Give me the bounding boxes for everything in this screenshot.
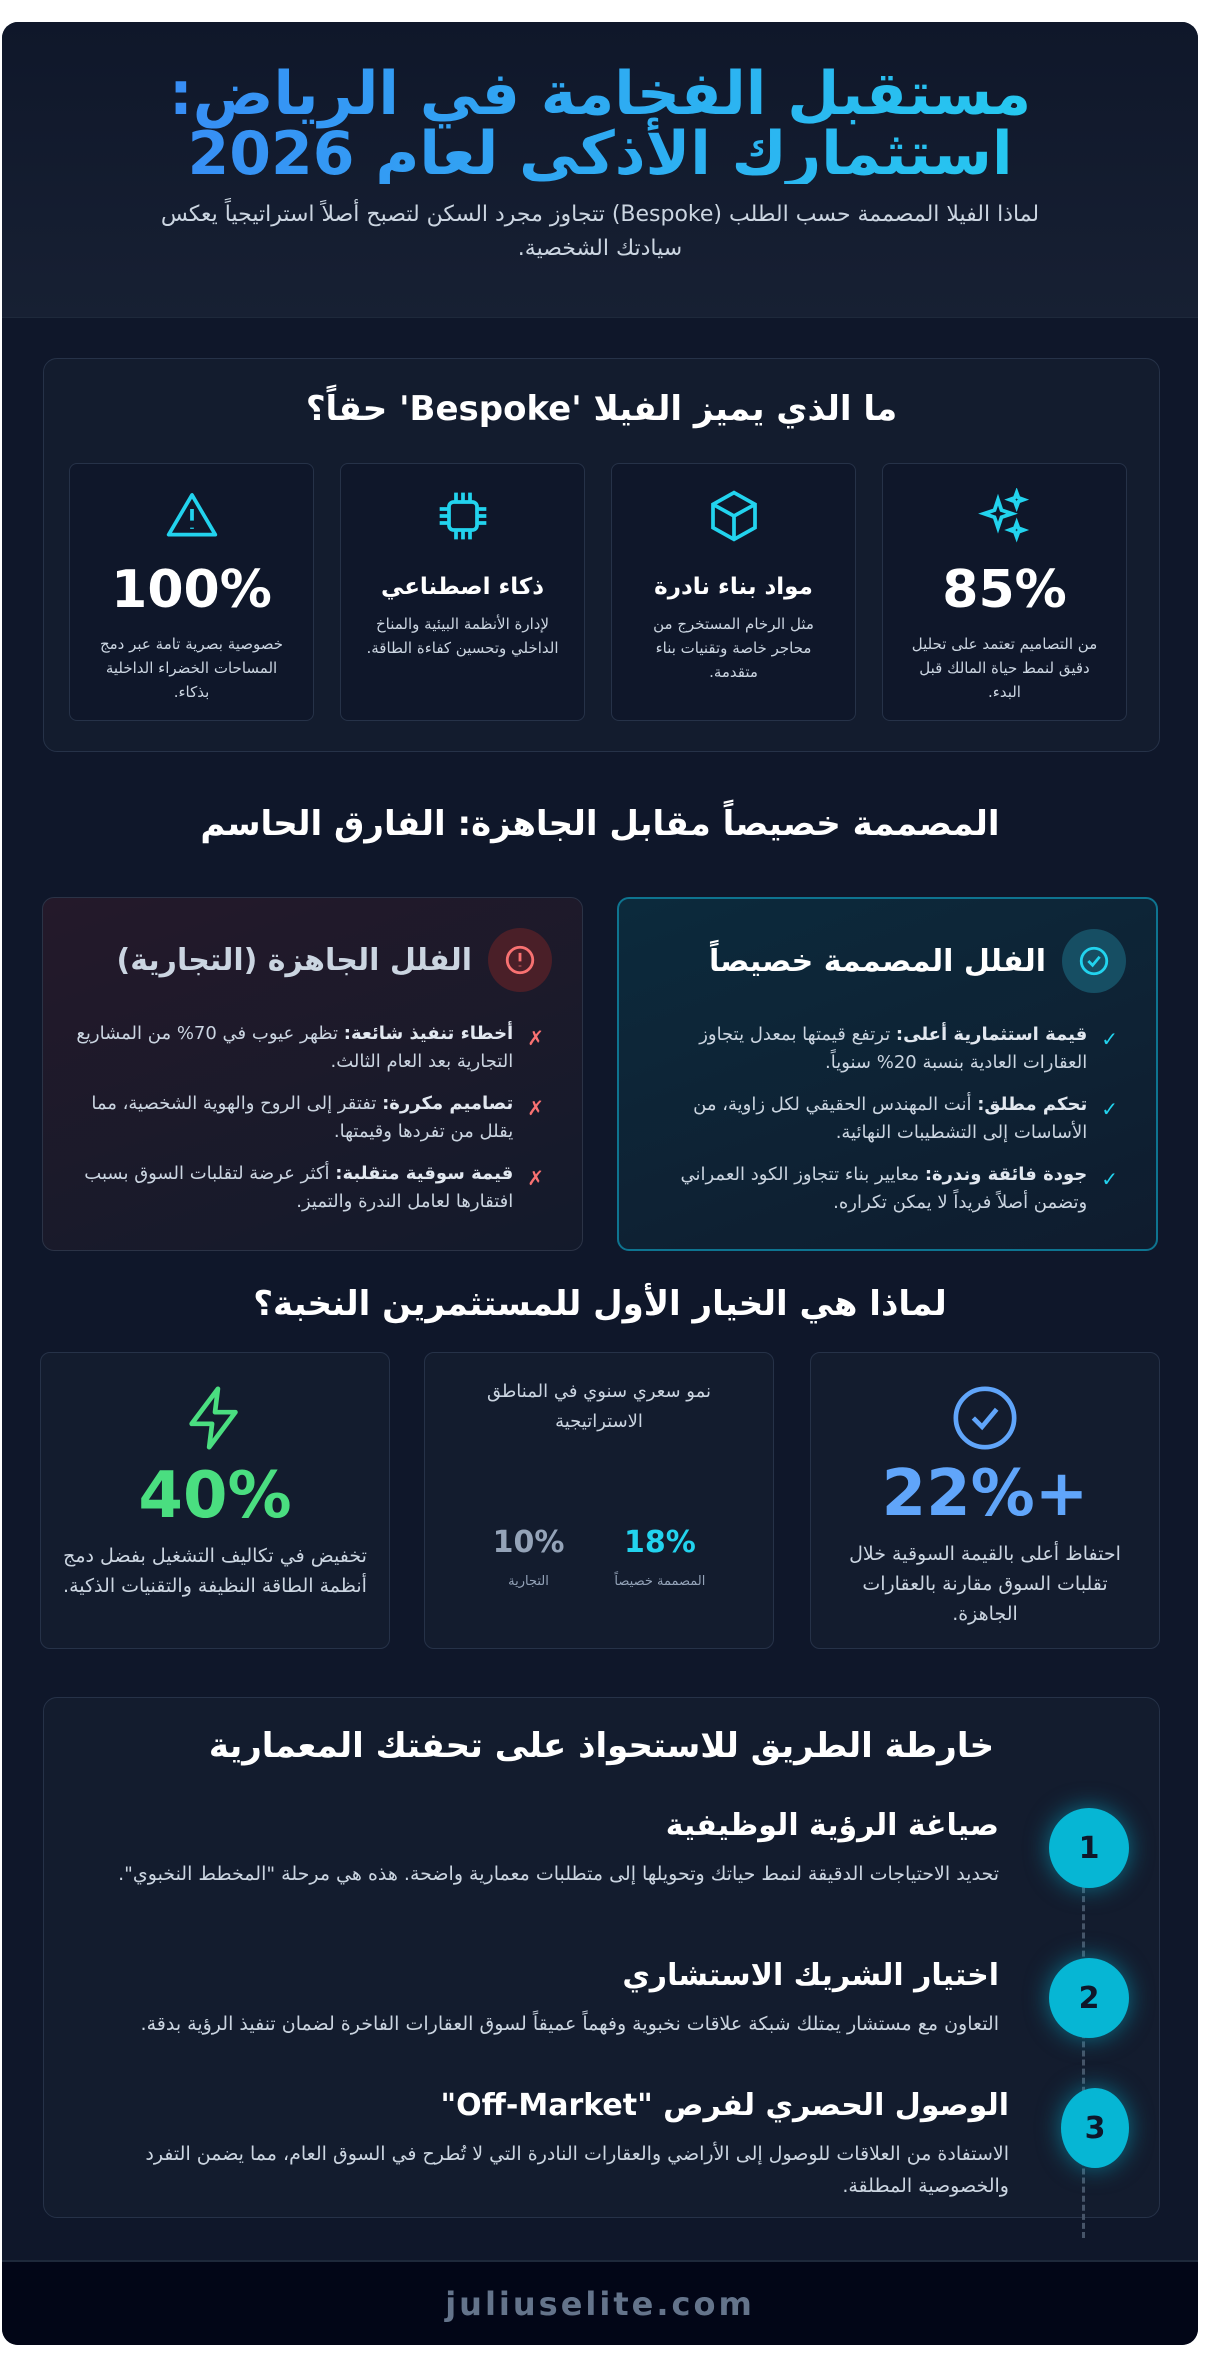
- alert-circle-icon: [488, 928, 552, 992]
- stat-value: 22%+: [881, 1457, 1089, 1531]
- infographic: مستقبل الفخامة في الرياض: استثمارك الأذكى…: [2, 22, 1198, 2345]
- stat-card: 40% تخفيض في تكاليف التشغيل بفضل دمج أنظ…: [40, 1352, 390, 1649]
- comparison-title: المصممة خصيصاً مقابل الجاهزة: الفارق الح…: [200, 804, 1000, 844]
- step-number: 3: [1061, 2088, 1129, 2168]
- hero-header: مستقبل الفخامة في الرياض: استثمارك الأذكى…: [2, 22, 1198, 318]
- roadmap-title: خارطة الطريق للاستحواذ على تحفتك المعمار…: [208, 1726, 995, 1766]
- list-item: ✓ تحكم مطلق: أنت المهندس الحقيقي لكل زاوي…: [649, 1091, 1126, 1147]
- sparkles-icon: [977, 487, 1029, 543]
- chip-icon: [439, 492, 486, 540]
- bespoke-card: الفلل المصممة خصيصاً ✓ قيمة استثمارية أعل…: [617, 897, 1158, 1251]
- ready-title: الفلل الجاهزة (التجارية): [116, 942, 473, 978]
- feature-card: 100% خصوصية بصرية تامة عبر دمج المساحات …: [69, 463, 314, 721]
- growth-title: نمو سعري سنوي في المناطق الاستراتيجية: [486, 1381, 712, 1432]
- x-icon: ✗: [527, 1026, 544, 1050]
- features-section: ما الذي يميز الفيلا 'Bespoke' حقاً؟ 85% …: [43, 358, 1160, 752]
- x-icon: ✗: [527, 1166, 544, 1190]
- feature-desc: مثل الرخام المستخرج من محاجر خاصة وتقنيا…: [653, 615, 814, 681]
- feature-value: 100%: [111, 560, 272, 620]
- feature-value: 85%: [942, 560, 1067, 620]
- cube-icon: [710, 490, 757, 542]
- page-title: مستقبل الفخامة في الرياض: استثمارك الأذكى…: [2, 64, 1198, 184]
- timeline-line: [1082, 1878, 1085, 2238]
- feature-desc: لإدارة الأنظمة البيئية والمناخ الداخلي و…: [366, 615, 559, 657]
- stat-desc: احتفاظ أعلى بالقيمة السوقية خلال تقلبات …: [849, 1543, 1121, 1625]
- feature-heading: مواد بناء نادرة: [654, 574, 813, 600]
- x-icon: ✗: [527, 1096, 544, 1120]
- check-icon: ✓: [1101, 1167, 1118, 1191]
- stat-card: 22%+ احتفاظ أعلى بالقيمة السوقية خلال تق…: [810, 1352, 1160, 1649]
- growth-card: نمو سعري سنوي في المناطق الاستراتيجية 18…: [424, 1352, 774, 1649]
- step-number: 1: [1049, 1808, 1129, 1888]
- step-desc: تحديد الاحتياجات الدقيقة لنمط حياتك وتحو…: [118, 1863, 999, 1885]
- ready-header: الفلل الجاهزة (التجارية): [73, 928, 552, 992]
- subtitle: لماذا الفيلا المصممة حسب الطلب (Bespoke)…: [160, 202, 1040, 261]
- ready-growth: 10% التجارية: [492, 1525, 565, 1589]
- bespoke-title: الفلل المصممة خصيصاً: [709, 943, 1046, 979]
- feature-card: مواد بناء نادرة مثل الرخام المستخرج من م…: [611, 463, 856, 721]
- step-number: 2: [1049, 1958, 1129, 2038]
- stat-value: 40%: [138, 1459, 292, 1533]
- check-icon: ✓: [1101, 1097, 1118, 1121]
- warning-icon: [166, 493, 217, 537]
- lightning-icon: [189, 1386, 238, 1450]
- step-title: اختيار الشريك الاستشاري: [622, 1958, 999, 1993]
- stat-desc: تخفيض في تكاليف التشغيل بفضل دمج أنظمة ا…: [63, 1545, 367, 1597]
- list-item: ✗ تصاميم مكررة: تفتقر إلى الروح والهوية ا…: [73, 1090, 552, 1146]
- list-item: ✗ أخطاء تنفيذ شائعة: تظهر عيوب في 70% من …: [73, 1020, 552, 1076]
- feature-desc: من التصاميم تعتمد على تحليل دقيق لنمط حي…: [911, 635, 1098, 701]
- feature-card: 85% من التصاميم تعتمد على تحليل دقيق لنم…: [882, 463, 1127, 721]
- roadmap-section: خارطة الطريق للاستحواذ على تحفتك المعمار…: [43, 1697, 1160, 2238]
- step-title: صياغة الرؤية الوظيفية: [665, 1808, 999, 1843]
- bespoke-header: الفلل المصممة خصيصاً: [649, 929, 1126, 993]
- feature-card: ذكاء اصطناعي لإدارة الأنظمة البيئية والم…: [340, 463, 585, 721]
- check-icon: ✓: [1101, 1027, 1118, 1051]
- feature-heading: ذكاء اصطناعي: [380, 574, 545, 600]
- step-desc: التعاون مع مستشار يمتلك شبكة علاقات نخبو…: [140, 2013, 999, 2035]
- why-title: لماذا هي الخيار الأول للمستثمرين النخبة؟: [253, 1284, 947, 1324]
- check-circle-icon: [953, 1386, 1017, 1450]
- bespoke-growth: 18% المصممة خصيصاً: [614, 1525, 706, 1589]
- feature-desc: خصوصية بصرية تامة عبر دمج المساحات الخضر…: [99, 635, 284, 701]
- list-item: ✓ قيمة استثمارية أعلى: ترتفع قيمتها بمعدل…: [649, 1021, 1126, 1077]
- ready-card: الفلل الجاهزة (التجارية) ✗ أخطاء تنفيذ شا…: [42, 897, 583, 1251]
- features-title: ما الذي يميز الفيلا 'Bespoke' حقاً؟: [305, 389, 898, 429]
- list-item: ✗ قيمة سوقية متقلبة: أكثر عرضة لتقلبات ال…: [73, 1160, 552, 1216]
- step-desc: الاستفادة من العلاقات للوصول إلى الأراضي…: [145, 2143, 1009, 2197]
- check-circle-icon: [1062, 929, 1126, 993]
- step-title: الوصول الحصري لفرص "Off-Market": [440, 2088, 1009, 2123]
- list-item: ✓ جودة فائقة وندرة: معايير بناء تتجاوز ال…: [649, 1161, 1126, 1217]
- footer-site-link[interactable]: juliuselite.com: [2, 2260, 1198, 2345]
